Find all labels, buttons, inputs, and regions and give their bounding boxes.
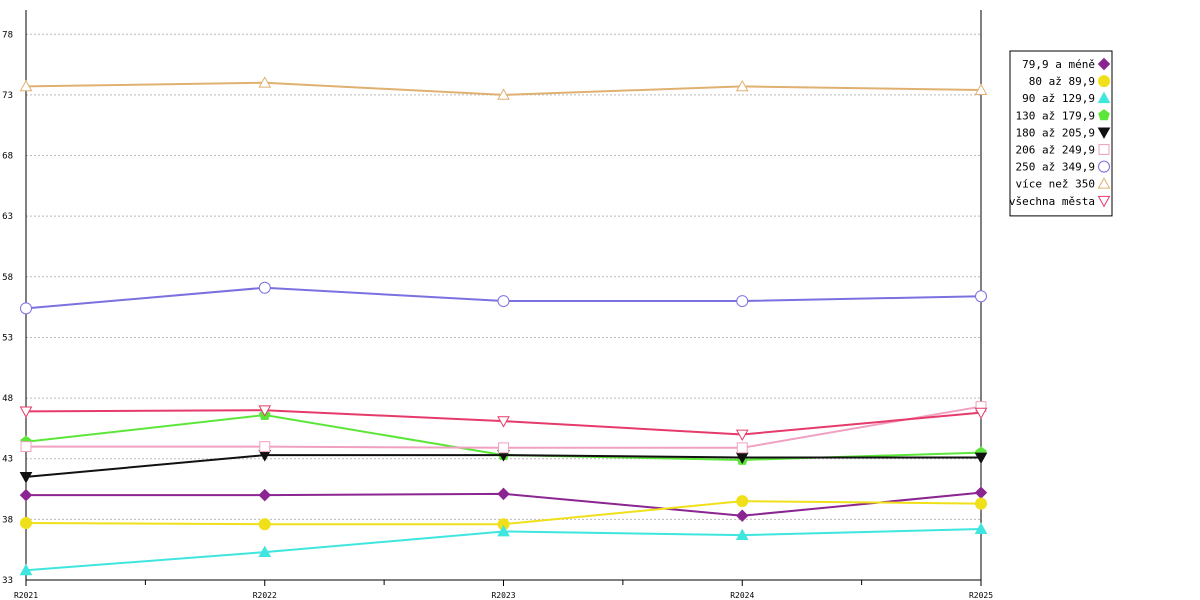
- legend-label: 206 až 249,9: [1016, 144, 1095, 157]
- data-point: [258, 488, 271, 502]
- series-8: [19, 76, 988, 100]
- data-point: [736, 442, 748, 454]
- legend-label: 130 až 179,9: [1016, 109, 1095, 122]
- legend-item: více než 350: [1016, 177, 1111, 191]
- legend-marker: [1097, 91, 1111, 104]
- legend-marker: [1098, 109, 1110, 121]
- data-point: [497, 295, 510, 308]
- data-point: [735, 429, 749, 441]
- data-point: [259, 441, 271, 453]
- legend-item: 206 až 249,9: [1016, 144, 1110, 157]
- data-point: [974, 486, 988, 499]
- data-point: [258, 545, 272, 558]
- legend-marker: [1098, 144, 1110, 155]
- data-point: [20, 302, 32, 315]
- data-point: [497, 88, 510, 100]
- data-point: [974, 407, 988, 420]
- data-point: [736, 295, 749, 308]
- data-point: [19, 406, 33, 418]
- data-point: [20, 517, 32, 529]
- x-tick-label: R2025: [969, 591, 993, 600]
- data-point: [975, 497, 987, 510]
- series-3: [19, 522, 988, 576]
- data-point: [735, 528, 749, 541]
- legend: 79,9 a méně 80 až 89,9 90 až 129,9 130 až 1…: [1009, 50, 1113, 217]
- data-point: [975, 290, 987, 303]
- data-point: [258, 518, 271, 531]
- legend-item: 80 až 89,9: [1029, 75, 1110, 88]
- legend-label: 80 až 89,9: [1029, 75, 1095, 88]
- x-tick-label: R2022: [253, 591, 277, 600]
- data-point: [736, 495, 749, 508]
- y-tick-label: 73: [2, 91, 13, 101]
- legend-label: 180 až 205,9: [1016, 126, 1095, 139]
- series-5: [19, 450, 988, 484]
- legend-box: [1009, 50, 1113, 217]
- legend-item: všechna města: [1009, 195, 1111, 208]
- legend-marker: [1097, 57, 1111, 71]
- y-tick-label: 78: [2, 30, 13, 40]
- data-point: [735, 79, 749, 92]
- legend-item: 130 až 179,9: [1016, 109, 1110, 122]
- legend-item: 79,9 a méně: [1022, 57, 1111, 71]
- legend-label: 250 až 349,9: [1016, 161, 1095, 174]
- data-point: [497, 487, 510, 501]
- data-point: [258, 281, 271, 294]
- legend-marker: [1097, 177, 1111, 189]
- y-tick-label: 63: [2, 212, 13, 222]
- series-layer: [19, 76, 988, 576]
- data-point: [258, 76, 272, 88]
- data-point: [974, 522, 988, 534]
- data-point: [736, 509, 749, 522]
- data-point: [497, 524, 510, 537]
- x-tick-label: R2021: [14, 591, 38, 600]
- legend-label: všechna města: [1009, 195, 1095, 208]
- series-1: [19, 486, 988, 522]
- legend-item: 90 až 129,9: [1022, 91, 1111, 105]
- axes: 33 38 43 48 53 58 63 68 73 78 R2021 R2022 R2023 R2024…: [2, 10, 993, 600]
- legend-marker: [1098, 75, 1110, 88]
- y-tick-label: 48: [2, 394, 13, 404]
- legend-marker: [1097, 127, 1111, 139]
- series-7: [20, 281, 987, 315]
- legend-item: 250 až 349,9: [1016, 160, 1110, 174]
- y-tick-label: 58: [2, 273, 13, 283]
- data-point: [497, 416, 510, 428]
- x-tick-label: R2024: [730, 591, 754, 600]
- data-point: [258, 405, 272, 417]
- data-point: [19, 563, 33, 576]
- data-point: [498, 442, 509, 454]
- series-9: [19, 405, 988, 441]
- legend-item: 180 až 205,9: [1016, 126, 1111, 139]
- data-point: [19, 472, 33, 484]
- data-point: [19, 488, 33, 502]
- legend-label: 90 až 129,9: [1022, 92, 1095, 105]
- y-tick-label: 53: [2, 333, 13, 343]
- y-tick-label: 68: [2, 152, 13, 162]
- legend-marker: [1098, 160, 1110, 173]
- data-point: [19, 79, 33, 92]
- y-tick-label: 33: [2, 576, 13, 586]
- data-point: [974, 83, 988, 95]
- x-tick-label: R2023: [491, 591, 515, 600]
- legend-label: 79,9 a méně: [1022, 58, 1095, 71]
- data-point: [974, 452, 988, 465]
- legend-marker: [1097, 195, 1111, 208]
- legend-label: více než 350: [1016, 178, 1095, 191]
- y-tick-label: 38: [2, 515, 13, 525]
- data-point: [20, 441, 32, 453]
- series-6: [20, 401, 987, 454]
- series-2: [20, 495, 987, 531]
- y-tick-label: 43: [2, 455, 13, 465]
